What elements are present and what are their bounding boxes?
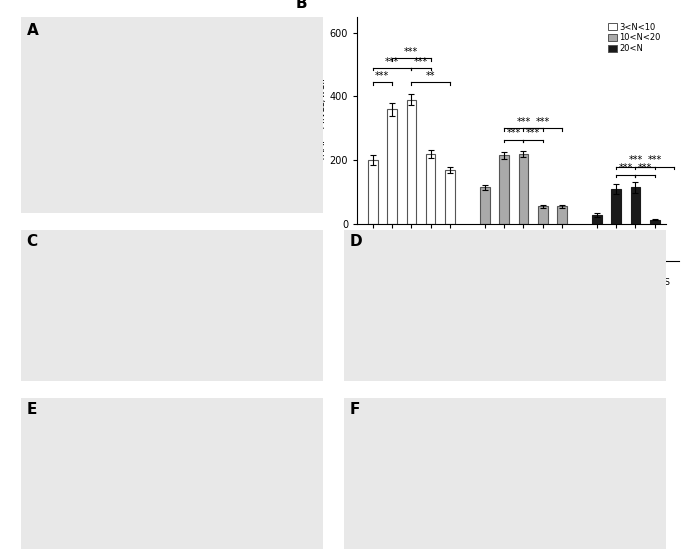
Legend: 3<N<10, 10<N<20, 20<N: 3<N<10, 10<N<20, 20<N xyxy=(607,21,662,55)
Bar xyxy=(480,188,490,224)
Bar xyxy=(669,222,679,224)
Text: E: E xyxy=(27,402,37,417)
Text: A: A xyxy=(27,23,38,38)
Bar xyxy=(611,189,621,224)
Text: CS: CS xyxy=(658,278,671,287)
Text: C: C xyxy=(27,234,38,249)
Text: Veh: Veh xyxy=(618,278,634,287)
Bar xyxy=(368,160,378,224)
Text: ***: *** xyxy=(414,57,428,67)
Bar xyxy=(387,109,397,224)
Bar xyxy=(499,156,509,224)
Text: D: D xyxy=(350,234,363,249)
Text: ***: *** xyxy=(536,117,550,127)
Text: ***: *** xyxy=(526,128,540,138)
Bar xyxy=(592,215,602,224)
Text: Veh: Veh xyxy=(393,278,410,287)
Y-axis label: TRAP⁺ MNCs/well: TRAP⁺ MNCs/well xyxy=(317,78,327,162)
Bar xyxy=(557,207,567,224)
Text: ***: *** xyxy=(506,128,521,138)
Bar xyxy=(631,188,640,224)
Text: ***: *** xyxy=(517,117,530,127)
Text: ***: *** xyxy=(638,164,652,173)
Text: CS: CS xyxy=(434,278,447,287)
Text: ***: *** xyxy=(375,71,390,81)
Text: ***: *** xyxy=(404,47,418,57)
Text: ***: *** xyxy=(619,164,633,173)
Bar xyxy=(519,154,528,224)
Text: Veh: Veh xyxy=(506,278,522,287)
Bar xyxy=(426,154,436,224)
Text: **: ** xyxy=(426,71,436,81)
Text: ***: *** xyxy=(629,155,642,165)
Text: CS: CS xyxy=(546,278,559,287)
Text: ***: *** xyxy=(648,155,662,165)
Text: B: B xyxy=(295,0,307,11)
Bar xyxy=(650,220,660,224)
Text: F: F xyxy=(350,402,361,417)
Text: ***: *** xyxy=(385,57,399,67)
Bar xyxy=(407,100,416,224)
Bar xyxy=(445,170,455,224)
Bar xyxy=(538,207,548,224)
